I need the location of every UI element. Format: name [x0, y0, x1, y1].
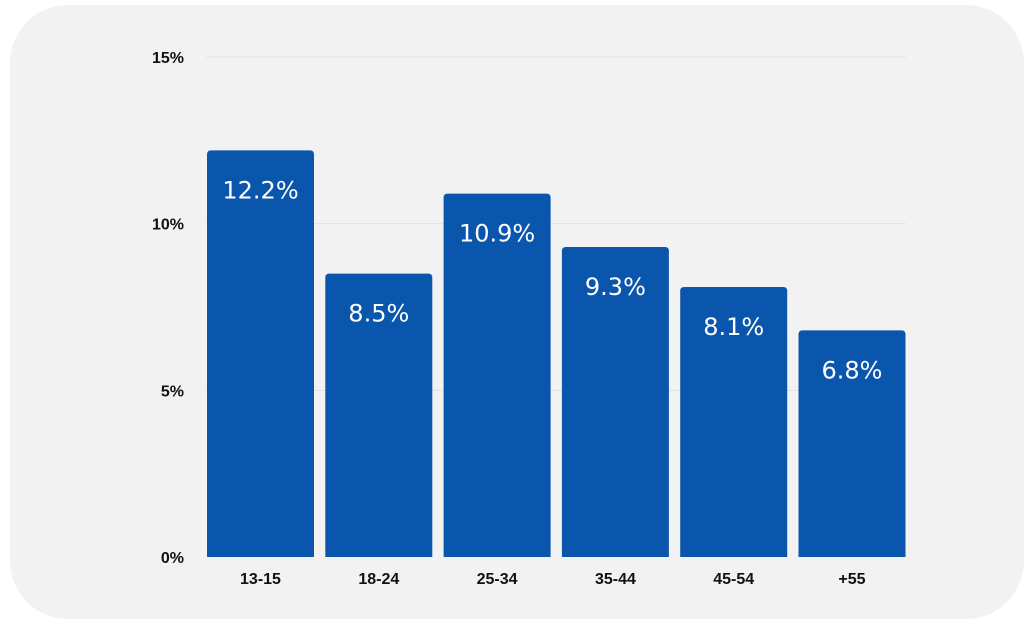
y-tick-label: 0% — [161, 550, 184, 567]
x-axis-category-labels: 13-15 18-24 25-34 35-44 45-54 +55 — [240, 571, 866, 588]
y-tick-label: 5% — [161, 383, 184, 400]
y-tick-label: 10% — [152, 217, 184, 234]
x-category-label: 25-34 — [477, 571, 518, 588]
bar-35-44 — [561, 247, 669, 557]
bar-13-15 — [207, 150, 314, 558]
bar-value-label: 9.3% — [585, 273, 646, 301]
bar-+55 — [798, 330, 906, 557]
bars: 12.2% 8.5% 10.9% 9.3% 8.1% 6.8% — [207, 150, 906, 558]
y-tick-label: 15% — [152, 50, 184, 67]
x-category-label: 45-54 — [713, 571, 754, 588]
x-category-label: +55 — [838, 571, 865, 588]
x-category-label: 35-44 — [595, 571, 636, 588]
x-category-label: 13-15 — [240, 571, 281, 588]
bar-45-54 — [680, 287, 788, 557]
bar-value-label: 10.9% — [459, 220, 535, 248]
y-axis-tick-labels: 0% 5% 10% 15% — [152, 50, 184, 567]
bar-value-label: 8.5% — [348, 300, 409, 328]
bar-value-label: 8.1% — [703, 313, 764, 341]
x-category-label: 18-24 — [358, 571, 399, 588]
bar-25-34 — [443, 193, 551, 557]
bar-value-label: 6.8% — [822, 356, 883, 384]
gridlines — [206, 56, 906, 391]
bar-value-label: 12.2% — [222, 176, 298, 204]
bar-18-24 — [325, 273, 433, 557]
